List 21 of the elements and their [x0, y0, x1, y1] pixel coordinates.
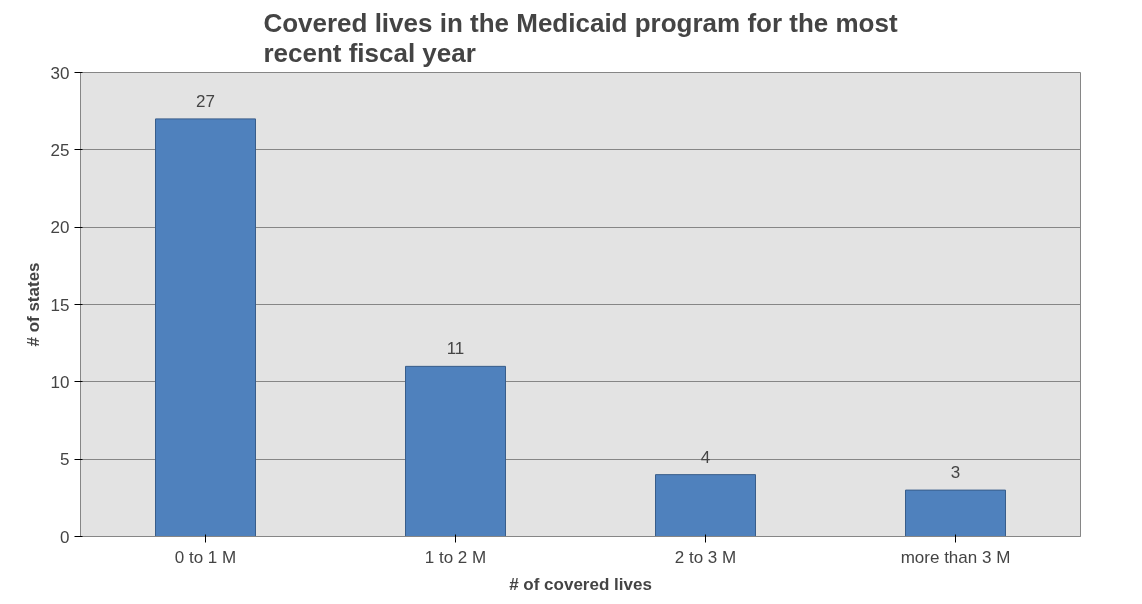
y-tick-label: 15 — [50, 295, 70, 315]
y-axis-title: # of states — [23, 262, 43, 347]
data-label: 11 — [446, 339, 465, 359]
y-tick-label: 10 — [50, 372, 70, 392]
y-tick-label: 25 — [50, 140, 70, 160]
y-tick-label: 30 — [50, 63, 70, 83]
x-tick-label: more than 3 M — [900, 547, 1011, 567]
bar — [405, 365, 506, 537]
y-tick-label: 0 — [60, 527, 70, 547]
data-label: 27 — [196, 91, 215, 111]
x-tick-label: 2 to 3 M — [674, 547, 737, 567]
y-tick-label: 5 — [60, 450, 70, 470]
bar — [905, 489, 1006, 537]
bar — [155, 118, 256, 537]
x-tick-label: 1 to 2 M — [424, 547, 487, 567]
x-axis-title: # of covered lives — [509, 574, 652, 594]
chart-title: Covered lives in the Medicaid program for the most recent fiscal year — [263, 7, 898, 68]
x-tick-label: 0 to 1 M — [174, 547, 237, 567]
data-label: 3 — [950, 463, 961, 483]
y-tick-label: 20 — [50, 218, 70, 238]
bar — [655, 474, 756, 537]
